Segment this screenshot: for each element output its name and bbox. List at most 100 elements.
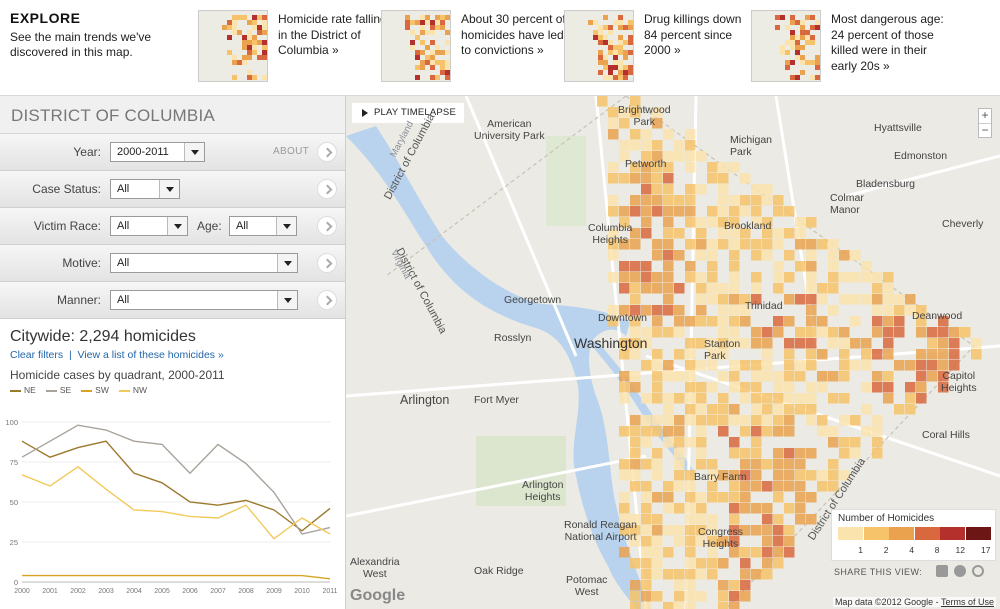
homicide-cell[interactable] — [685, 184, 696, 195]
homicide-cell[interactable] — [718, 415, 729, 426]
homicide-cell[interactable] — [773, 481, 784, 492]
homicide-cell[interactable] — [696, 338, 707, 349]
homicide-cell[interactable] — [872, 448, 883, 459]
homicide-cell[interactable] — [773, 426, 784, 437]
homicide-cell[interactable] — [663, 327, 674, 338]
homicide-cell[interactable] — [696, 503, 707, 514]
terms-link[interactable]: Terms of Use — [940, 597, 994, 607]
homicide-cell[interactable] — [806, 382, 817, 393]
homicide-cell[interactable] — [641, 547, 652, 558]
homicide-cell[interactable] — [729, 371, 740, 382]
homicide-cell[interactable] — [740, 492, 751, 503]
homicide-cell[interactable] — [619, 503, 630, 514]
homicide-cell[interactable] — [872, 349, 883, 360]
homicide-cell[interactable] — [916, 382, 927, 393]
homicide-cell[interactable] — [663, 305, 674, 316]
homicide-cell[interactable] — [828, 393, 839, 404]
homicide-cell[interactable] — [883, 305, 894, 316]
homicide-cell[interactable] — [729, 162, 740, 173]
about-link[interactable]: ABOUT — [273, 146, 309, 157]
homicide-cell[interactable] — [795, 217, 806, 228]
homicide-cell[interactable] — [872, 305, 883, 316]
homicide-cell[interactable] — [839, 272, 850, 283]
homicide-cell[interactable] — [652, 184, 663, 195]
homicide-cell[interactable] — [751, 250, 762, 261]
homicide-cell[interactable] — [773, 327, 784, 338]
homicide-cell[interactable] — [619, 118, 630, 129]
homicide-cell[interactable] — [630, 459, 641, 470]
homicide-cell[interactable] — [652, 415, 663, 426]
homicide-cell[interactable] — [872, 371, 883, 382]
homicide-cell[interactable] — [784, 360, 795, 371]
homicide-cell[interactable] — [685, 591, 696, 602]
homicide-cell[interactable] — [740, 294, 751, 305]
homicide-cell[interactable] — [806, 360, 817, 371]
homicide-cell[interactable] — [751, 448, 762, 459]
homicide-cell[interactable] — [883, 327, 894, 338]
homicide-cell[interactable] — [795, 228, 806, 239]
homicide-cell[interactable] — [674, 580, 685, 591]
homicide-cell[interactable] — [707, 239, 718, 250]
homicide-cell[interactable] — [751, 503, 762, 514]
homicide-cell[interactable] — [663, 195, 674, 206]
homicide-cell[interactable] — [630, 305, 641, 316]
homicide-cell[interactable] — [729, 327, 740, 338]
chevron-right-icon[interactable] — [317, 216, 337, 236]
homicide-cell[interactable] — [740, 569, 751, 580]
homicide-cell[interactable] — [729, 272, 740, 283]
homicide-cell[interactable] — [795, 448, 806, 459]
homicide-cell[interactable] — [784, 547, 795, 558]
homicide-cell[interactable] — [630, 294, 641, 305]
homicide-cell[interactable] — [707, 316, 718, 327]
homicide-cell[interactable] — [806, 404, 817, 415]
homicide-cell[interactable] — [663, 492, 674, 503]
homicide-cell[interactable] — [696, 591, 707, 602]
homicide-cell[interactable] — [795, 393, 806, 404]
homicide-cell[interactable] — [718, 305, 729, 316]
homicide-cell[interactable] — [806, 239, 817, 250]
homicide-cell[interactable] — [652, 206, 663, 217]
explore-card-text[interactable]: Drug killings down 84 percent since 2000… — [644, 12, 742, 57]
homicide-cell[interactable] — [641, 360, 652, 371]
homicide-cell[interactable] — [806, 393, 817, 404]
homicide-cell[interactable] — [718, 558, 729, 569]
homicide-cell[interactable] — [663, 294, 674, 305]
homicide-cell[interactable] — [696, 459, 707, 470]
homicide-cell[interactable] — [663, 371, 674, 382]
homicide-cell[interactable] — [905, 382, 916, 393]
homicide-cell[interactable] — [806, 217, 817, 228]
homicide-cell[interactable] — [674, 525, 685, 536]
homicide-cell[interactable] — [663, 162, 674, 173]
homicide-cell[interactable] — [784, 272, 795, 283]
homicide-cell[interactable] — [718, 338, 729, 349]
homicide-cell[interactable] — [674, 283, 685, 294]
homicide-cell[interactable] — [652, 250, 663, 261]
homicide-cell[interactable] — [784, 206, 795, 217]
homicide-cell[interactable] — [817, 349, 828, 360]
homicide-cell[interactable] — [773, 558, 784, 569]
homicide-cell[interactable] — [674, 316, 685, 327]
play-timelapse-button[interactable]: PLAY TIMELAPSE — [352, 103, 465, 123]
homicide-cell[interactable] — [806, 261, 817, 272]
homicide-cell[interactable] — [652, 360, 663, 371]
homicide-cell[interactable] — [663, 250, 674, 261]
homicide-cell[interactable] — [894, 294, 905, 305]
homicide-cell[interactable] — [674, 393, 685, 404]
homicide-cell[interactable] — [773, 514, 784, 525]
homicide-cell[interactable] — [751, 272, 762, 283]
homicide-cell[interactable] — [762, 415, 773, 426]
homicide-cell[interactable] — [641, 514, 652, 525]
homicide-cell[interactable] — [707, 261, 718, 272]
homicide-cell[interactable] — [883, 349, 894, 360]
homicide-cell[interactable] — [718, 283, 729, 294]
homicide-cell[interactable] — [674, 206, 685, 217]
homicide-cell[interactable] — [795, 294, 806, 305]
homicide-cell[interactable] — [740, 305, 751, 316]
homicide-cell[interactable] — [718, 349, 729, 360]
homicide-cell[interactable] — [861, 382, 872, 393]
homicide-cell[interactable] — [641, 393, 652, 404]
homicide-cell[interactable] — [784, 349, 795, 360]
homicide-cell[interactable] — [652, 140, 663, 151]
homicide-cell[interactable] — [685, 239, 696, 250]
homicide-cell[interactable] — [740, 580, 751, 591]
